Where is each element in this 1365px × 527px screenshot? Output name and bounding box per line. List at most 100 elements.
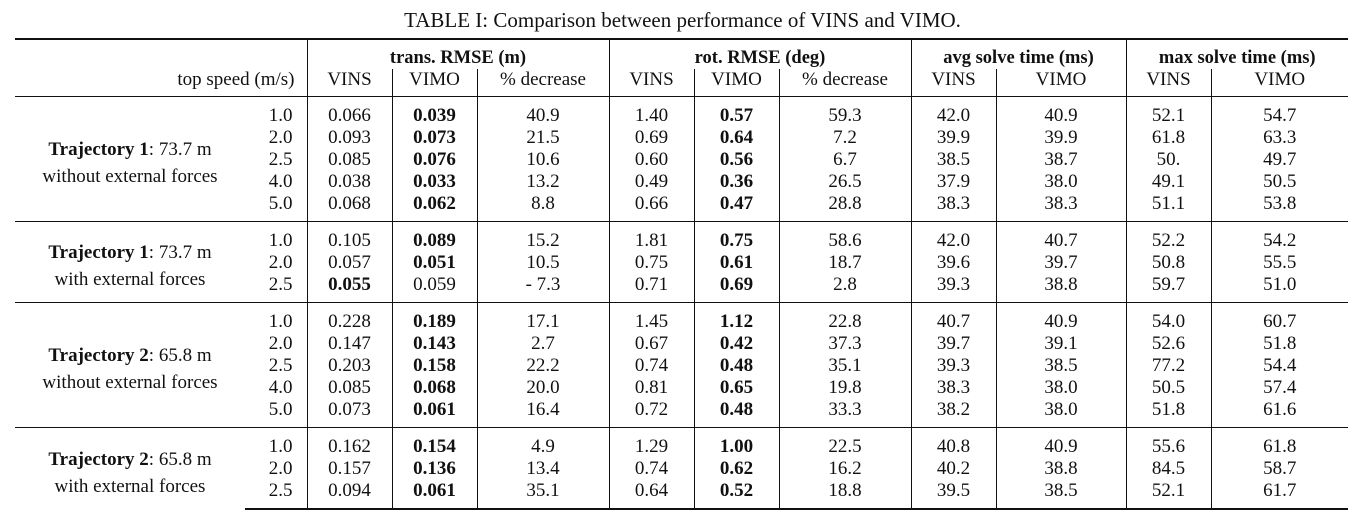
value-cell: 0.74 bbox=[608, 458, 694, 480]
value-cell: 38.3 bbox=[995, 193, 1126, 222]
value-cell: 38.3 bbox=[910, 377, 996, 399]
value-cell: 38.8 bbox=[995, 458, 1126, 480]
table-row: 4.0 0.085 0.068 20.0 0.81 0.65 19.8 38.3 38.0 50.… bbox=[15, 377, 1349, 399]
trajectory-condition: with external forces bbox=[54, 269, 206, 290]
col-avg-vimo: VIMO bbox=[995, 69, 1126, 97]
group-rot-rmse: rot. RMSE (deg) bbox=[608, 38, 911, 69]
value-cell: 39.3 bbox=[910, 274, 996, 303]
value-cell: 61.8 bbox=[1125, 127, 1211, 149]
value-cell: 38.0 bbox=[995, 377, 1126, 399]
value-cell: 52.1 bbox=[1125, 96, 1211, 127]
trajectory-condition: without external forces bbox=[42, 372, 218, 393]
table-row: 2.5 0.094 0.061 35.1 0.64 0.52 18.8 39.5 38.5 52.… bbox=[15, 480, 1349, 510]
value-cell: 0.189 bbox=[391, 302, 477, 333]
value-cell: 49.1 bbox=[1125, 171, 1211, 193]
value-cell: 26.5 bbox=[778, 171, 911, 193]
value-cell: 0.085 bbox=[306, 377, 392, 399]
speed-cell: 2.0 bbox=[268, 252, 293, 273]
value-cell: 61.8 bbox=[1210, 427, 1349, 458]
value-cell: 0.089 bbox=[391, 221, 477, 252]
value-cell: 1.29 bbox=[608, 427, 694, 458]
value-cell: 0.136 bbox=[391, 458, 477, 480]
value-cell: 10.6 bbox=[476, 149, 609, 171]
value-cell: 61.6 bbox=[1210, 399, 1349, 428]
value-cell: 0.75 bbox=[608, 252, 694, 274]
value-cell: 7.2 bbox=[778, 127, 911, 149]
table-header: trans. RMSE (m) rot. RMSE (deg) avg solv… bbox=[15, 38, 1349, 97]
value-cell: 35.1 bbox=[778, 355, 911, 377]
value-cell: 22.2 bbox=[476, 355, 609, 377]
value-cell: 39.7 bbox=[995, 252, 1126, 274]
value-cell: 38.3 bbox=[910, 193, 996, 222]
value-cell: 0.062 bbox=[391, 193, 477, 222]
trajectory-label: Trajectory 2: 65.8 m with external forces bbox=[15, 427, 245, 509]
value-cell: 16.4 bbox=[476, 399, 609, 428]
speed-cell: 1.0 bbox=[245, 221, 307, 252]
speed-cell: 1.0 bbox=[245, 96, 307, 127]
value-cell: 0.61 bbox=[693, 252, 779, 274]
value-cell: 52.6 bbox=[1125, 333, 1211, 355]
value-cell: 38.7 bbox=[995, 149, 1126, 171]
trajectory-label: Trajectory 1: 73.7 m without external for… bbox=[15, 96, 245, 222]
value-cell: 22.5 bbox=[778, 427, 911, 458]
value-cell: 39.9 bbox=[995, 127, 1126, 149]
value-cell: 0.039 bbox=[391, 96, 477, 127]
table-caption: TABLE I: Comparison between performance … bbox=[404, 8, 961, 32]
value-cell: 61.7 bbox=[1210, 480, 1349, 510]
value-cell: 40.9 bbox=[995, 96, 1126, 127]
value-cell: 38.8 bbox=[995, 274, 1126, 303]
value-cell: 0.52 bbox=[693, 480, 779, 510]
value-cell: 0.36 bbox=[693, 171, 779, 193]
value-cell: 50. bbox=[1125, 149, 1211, 171]
trajectory-length: : 73.7 m bbox=[148, 139, 212, 160]
value-cell: 10.5 bbox=[476, 252, 609, 274]
col-rot-vimo: VIMO bbox=[693, 69, 779, 97]
value-cell: 0.105 bbox=[306, 221, 392, 252]
value-cell: 0.157 bbox=[306, 458, 392, 480]
value-cell: 54.2 bbox=[1210, 221, 1349, 252]
value-cell: 0.061 bbox=[391, 399, 477, 428]
value-cell: 50.5 bbox=[1210, 171, 1349, 193]
value-cell: 0.60 bbox=[608, 149, 694, 171]
speed-cell: 2.0 bbox=[268, 333, 293, 354]
table-row: Trajectory 1: 73.7 m with external forces… bbox=[15, 221, 1349, 303]
value-cell: 55.6 bbox=[1125, 427, 1211, 458]
value-cell: 0.094 bbox=[306, 480, 392, 510]
value-cell: 0.71 bbox=[608, 274, 694, 303]
trajectory-length: : 73.7 m bbox=[148, 242, 212, 263]
trajectory-condition: with external forces bbox=[54, 475, 206, 497]
table-row: Trajectory 2: 65.8 m with external forces… bbox=[15, 427, 1349, 509]
value-cell: 53.8 bbox=[1210, 193, 1349, 222]
speed-cell: 5.0 bbox=[268, 193, 293, 214]
value-cell: 59.7 bbox=[1125, 274, 1211, 303]
value-cell: 51.0 bbox=[1210, 274, 1349, 303]
trajectory-title: Trajectory 2: 65.8 m bbox=[19, 446, 241, 473]
value-cell: 0.085 bbox=[306, 149, 392, 171]
value-cell: 57.4 bbox=[1210, 377, 1349, 399]
value-cell: 0.48 bbox=[693, 355, 779, 377]
value-cell: 39.6 bbox=[910, 252, 996, 274]
value-cell: 1.81 bbox=[608, 221, 694, 252]
trajectory-condition: without external forces bbox=[42, 166, 218, 187]
value-cell: 0.81 bbox=[608, 377, 694, 399]
trajectory-name: Trajectory 1 bbox=[48, 242, 149, 263]
value-cell: 40.8 bbox=[910, 427, 996, 458]
trajectory-length: : 65.8 m bbox=[148, 448, 212, 470]
value-cell: 0.158 bbox=[391, 355, 477, 377]
value-cell: 40.2 bbox=[910, 458, 996, 480]
value-cell: 55.5 bbox=[1210, 252, 1349, 274]
value-cell: 2.8 bbox=[778, 274, 911, 303]
table-row: 2.0 0.057 0.051 10.5 0.75 0.61 18.7 39.6 39.7 50.… bbox=[15, 252, 1349, 274]
value-cell: 15.2 bbox=[476, 221, 609, 252]
value-cell: 1.12 bbox=[693, 302, 779, 333]
speed-cell: 4.0 bbox=[268, 377, 293, 398]
value-cell: 0.068 bbox=[306, 193, 392, 222]
value-cell: 0.073 bbox=[306, 399, 392, 428]
value-cell: 0.059 bbox=[391, 274, 477, 303]
value-cell: 42.0 bbox=[910, 221, 996, 252]
trajectory-label: Trajectory 1: 73.7 m with external forces bbox=[15, 221, 245, 303]
table-row: 5.0 0.068 0.062 8.8 0.66 0.47 28.8 38.3 38.3 51.1… bbox=[15, 193, 1349, 222]
value-cell: 13.2 bbox=[476, 171, 609, 193]
value-cell: 39.9 bbox=[910, 127, 996, 149]
value-cell: 0.74 bbox=[608, 355, 694, 377]
